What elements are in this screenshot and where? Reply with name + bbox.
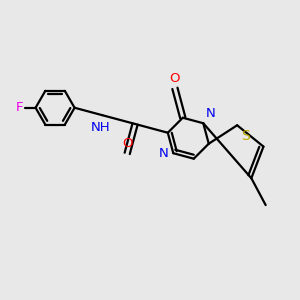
Text: S: S bbox=[241, 129, 249, 143]
Text: O: O bbox=[170, 72, 180, 86]
Text: N: N bbox=[159, 147, 169, 160]
Text: O: O bbox=[122, 137, 133, 151]
Text: N: N bbox=[206, 107, 215, 120]
Text: NH: NH bbox=[91, 121, 111, 134]
Text: F: F bbox=[15, 101, 23, 114]
